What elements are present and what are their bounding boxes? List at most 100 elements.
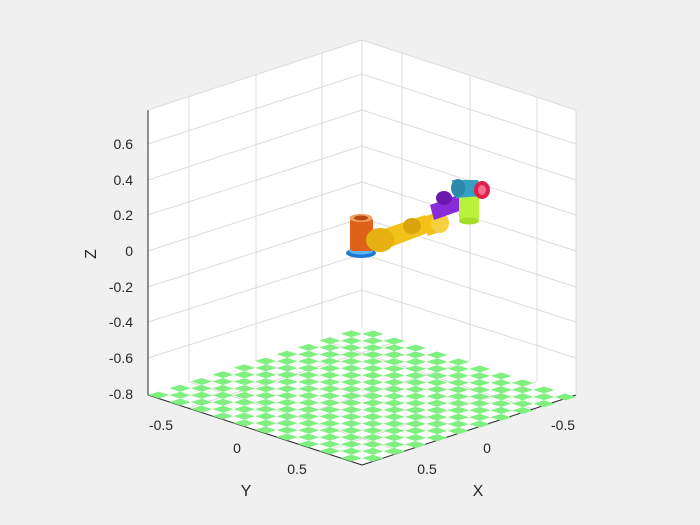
floor-tile [383, 385, 405, 393]
floor-tile [383, 413, 405, 421]
floor-tile [362, 371, 384, 379]
floor-tile [362, 385, 384, 393]
floor-tile [404, 344, 427, 352]
floor-tile [426, 365, 448, 373]
floor-tile [469, 413, 491, 421]
floor-tile [233, 412, 255, 420]
floor-tile [362, 406, 384, 414]
floor-tile [319, 378, 341, 386]
floor-tile [447, 372, 469, 380]
floor-tile [447, 379, 469, 387]
floor-tile [426, 358, 448, 366]
floor-tile [297, 378, 320, 386]
floor-tile [404, 392, 427, 400]
floor-tile [362, 378, 384, 386]
floor-tile [383, 427, 405, 435]
floor-tile [276, 385, 298, 393]
floor-tile [404, 413, 427, 421]
floor-tile [297, 357, 320, 365]
floor-tile [383, 420, 405, 428]
floor-tile [297, 440, 320, 448]
back-wall-left [148, 40, 362, 395]
floor-tile [362, 365, 384, 372]
floor-tile [447, 399, 469, 407]
y-tick-label: 0.5 [287, 461, 307, 477]
floor-tile [426, 372, 448, 380]
floor-tile [447, 413, 469, 421]
floor-tile [383, 378, 405, 386]
floor-tile [340, 413, 362, 421]
floor-tile [362, 447, 384, 455]
floor-tile [404, 420, 427, 428]
floor-tile [340, 337, 362, 345]
floor-tile [404, 358, 427, 366]
floor-tile [490, 400, 512, 407]
floor-tile [404, 372, 427, 379]
floor-tile [190, 405, 213, 413]
floor-tile [426, 351, 448, 359]
floor-tile [383, 392, 405, 400]
floor-tile [426, 392, 448, 400]
floor-tile [319, 392, 341, 400]
floor-tile [297, 413, 320, 420]
floor-tile [340, 440, 362, 448]
floor-tile [383, 337, 405, 345]
floor-tile [255, 392, 277, 399]
floor-tile [276, 426, 298, 434]
floor-tile [340, 406, 362, 414]
floor-tile [340, 371, 362, 379]
robot-wrist-3-joint [451, 179, 465, 197]
floor-tile [404, 427, 427, 435]
floor-tile [212, 385, 234, 392]
floor-tile [362, 454, 384, 462]
floor-tile [511, 400, 534, 408]
floor-tile [297, 406, 320, 413]
z-tick-label: -0.8 [109, 386, 133, 402]
floor-tile [319, 344, 341, 351]
floor-tile [276, 357, 298, 365]
floor-tile [190, 378, 213, 385]
floor-tile [383, 358, 405, 366]
z-tick-label: -0.6 [109, 350, 133, 366]
floor-tile [404, 434, 427, 442]
floor-tile [212, 378, 234, 385]
floor-tile [233, 392, 255, 399]
floor-tile [447, 386, 469, 393]
floor-tile [276, 350, 298, 358]
floor-tile [319, 399, 341, 407]
floor-tile [383, 399, 405, 407]
floor-tile [469, 400, 491, 407]
robot-end-effector-inner [478, 185, 486, 195]
floor-tile [319, 426, 341, 434]
floor-tile [297, 419, 320, 427]
floor-tile [255, 357, 277, 365]
floor-tile [340, 344, 362, 352]
floor-tile [383, 344, 405, 352]
floor-tile [297, 399, 320, 407]
robot-wrist-2-bottom [459, 217, 479, 225]
floor-tile [340, 364, 362, 372]
floor-tile [233, 398, 255, 406]
floor-tile [511, 407, 534, 414]
floor-tile [404, 379, 427, 386]
z-tick-label: 0.6 [114, 136, 134, 152]
floor-tile [319, 420, 341, 427]
axes-back-edges [147, 39, 577, 395]
floor-tile [404, 406, 427, 414]
y-tick-labels: -0.5 0 0.5 [149, 417, 307, 477]
floor-tile [190, 398, 213, 406]
floor-tile [255, 419, 277, 427]
floor-tile [362, 351, 384, 359]
floor-tile [319, 440, 341, 448]
floor-tile [276, 412, 298, 420]
floor-tile [340, 420, 362, 427]
floor-tile [297, 364, 320, 372]
floor-tile [383, 447, 405, 455]
floor-tile [340, 330, 362, 338]
floor-tile [297, 385, 320, 393]
robot-elbow-joint [366, 228, 394, 252]
floor-tile [362, 330, 384, 338]
floor-tile [255, 412, 277, 420]
floor-tile [426, 413, 448, 421]
